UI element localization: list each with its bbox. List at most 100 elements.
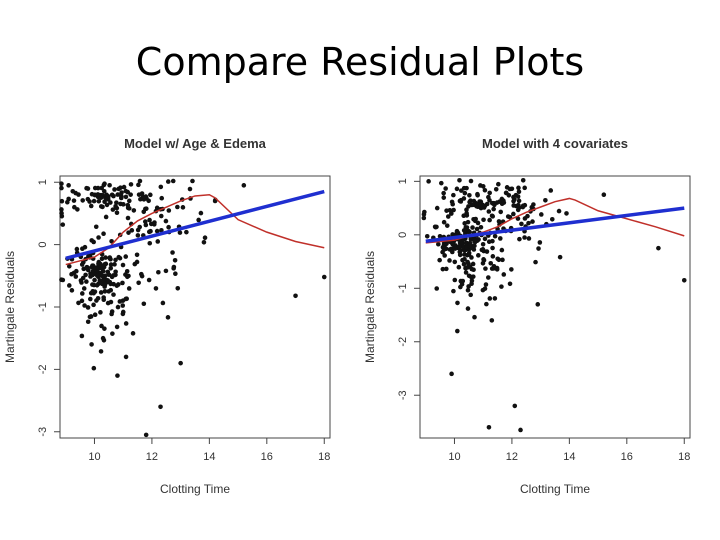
x-tick-label: 12 xyxy=(146,451,158,463)
data-point xyxy=(142,219,148,224)
data-point xyxy=(65,199,70,205)
data-point xyxy=(198,210,204,216)
data-point xyxy=(160,300,166,306)
data-point xyxy=(472,236,478,242)
data-point xyxy=(496,181,501,187)
data-point xyxy=(180,205,186,210)
data-point xyxy=(465,287,471,293)
data-point xyxy=(437,233,443,239)
data-point xyxy=(526,220,531,226)
data-point xyxy=(102,281,108,287)
data-point xyxy=(98,310,103,315)
data-point xyxy=(461,261,467,267)
data-point xyxy=(102,181,107,187)
data-point xyxy=(102,289,108,294)
data-point xyxy=(60,222,66,227)
data-point xyxy=(139,191,145,196)
data-point xyxy=(96,261,101,267)
data-point xyxy=(501,200,507,205)
data-point xyxy=(118,185,123,191)
data-point xyxy=(128,182,134,187)
data-point xyxy=(450,201,455,207)
data-point xyxy=(475,191,480,197)
data-point xyxy=(557,254,563,260)
data-point xyxy=(101,295,106,300)
data-point xyxy=(88,290,94,296)
data-point xyxy=(88,203,94,209)
plot-title: Model w/ Age & Edema xyxy=(124,136,267,151)
data-point xyxy=(321,274,327,280)
plot-frame xyxy=(59,175,331,439)
plot-right: Model with 4 covariates 10 12 14 16 18 -3 -2 -1 0… xyxy=(360,128,710,513)
data-point xyxy=(129,228,135,233)
data-point xyxy=(441,190,446,196)
y-axis-label: Martingale Residuals xyxy=(3,251,17,363)
data-point xyxy=(98,195,104,200)
data-point xyxy=(114,200,119,205)
data-point xyxy=(146,198,151,204)
y-tick-label: 1 xyxy=(397,178,409,184)
data-point xyxy=(465,306,471,311)
x-tick-label: 18 xyxy=(318,451,330,463)
data-point xyxy=(490,254,496,259)
data-point xyxy=(455,328,460,334)
data-point xyxy=(486,209,492,214)
x-tick-label: 18 xyxy=(678,451,690,463)
data-point xyxy=(469,281,474,287)
data-point xyxy=(175,204,180,210)
data-point xyxy=(127,198,132,204)
y-tick-label: -2 xyxy=(397,337,409,347)
data-point xyxy=(492,296,498,301)
data-point xyxy=(461,213,467,219)
data-point xyxy=(119,190,124,195)
data-point xyxy=(155,239,161,244)
data-point xyxy=(564,211,569,216)
data-point xyxy=(497,236,503,241)
data-point xyxy=(449,249,455,255)
data-point xyxy=(451,207,456,213)
data-point xyxy=(95,295,101,301)
data-point xyxy=(159,228,164,233)
data-point xyxy=(99,185,105,191)
y-tick-label: -1 xyxy=(397,283,409,293)
plot-frame xyxy=(419,175,691,439)
data-point xyxy=(79,262,85,267)
data-point xyxy=(549,216,555,222)
data-point xyxy=(533,259,538,265)
linear-fit-line xyxy=(425,206,685,243)
data-point xyxy=(118,195,124,201)
data-point xyxy=(485,275,491,280)
data-point xyxy=(91,302,96,308)
data-point xyxy=(59,185,64,191)
data-point xyxy=(503,190,509,196)
data-point xyxy=(520,203,526,209)
data-point xyxy=(139,271,144,277)
data-point xyxy=(76,300,81,306)
data-point xyxy=(457,249,463,255)
data-point xyxy=(171,266,176,271)
y-tick-label: 1 xyxy=(37,179,49,185)
data-point xyxy=(99,256,105,262)
data-point xyxy=(117,299,123,304)
data-point xyxy=(125,274,130,280)
data-point xyxy=(120,202,126,207)
data-point xyxy=(471,198,477,204)
data-point xyxy=(126,286,132,291)
data-point xyxy=(522,216,528,221)
data-point xyxy=(452,277,458,283)
data-point xyxy=(98,349,104,354)
data-point xyxy=(79,298,85,304)
data-point xyxy=(468,178,474,184)
data-point xyxy=(486,194,491,200)
data-point xyxy=(72,204,77,210)
data-point xyxy=(113,257,118,263)
data-point xyxy=(190,178,195,184)
x-tick-label: 12 xyxy=(506,451,518,463)
data-point xyxy=(500,257,505,263)
data-point xyxy=(440,266,446,272)
data-point xyxy=(136,182,141,188)
data-point xyxy=(111,193,116,199)
data-point xyxy=(443,186,448,191)
data-point xyxy=(475,220,481,226)
data-point xyxy=(89,238,95,243)
